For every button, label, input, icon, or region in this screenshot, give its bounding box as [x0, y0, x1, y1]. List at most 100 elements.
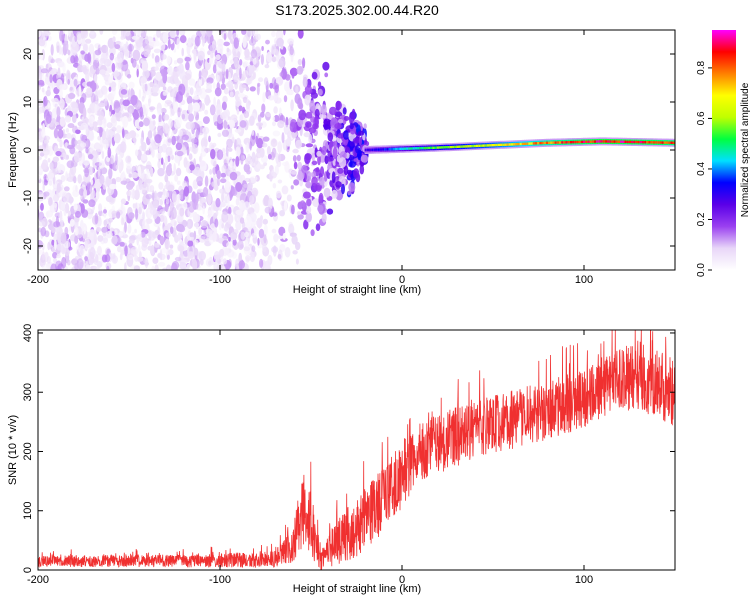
- carrier-core: [587, 140, 590, 143]
- noise-blob: [63, 186, 70, 192]
- transition-blob: [297, 214, 304, 220]
- noise-blob: [103, 209, 107, 214]
- noise-blob: [159, 209, 166, 215]
- carrier-core: [585, 140, 588, 143]
- noise-blob: [186, 263, 191, 269]
- noise-blob: [235, 197, 240, 206]
- carrier-core: [574, 140, 577, 144]
- carrier-core: [554, 141, 558, 144]
- transition-blob: [342, 107, 347, 115]
- noise-blob: [109, 52, 115, 61]
- noise-blob: [169, 244, 174, 249]
- noise-blob: [181, 47, 184, 57]
- carrier-core: [655, 141, 658, 144]
- noise-blob: [38, 220, 46, 227]
- noise-blob: [271, 246, 279, 253]
- noise-blob: [227, 213, 234, 225]
- noise-blob: [74, 140, 78, 146]
- carrier-core: [617, 140, 621, 143]
- carrier-core: [613, 140, 617, 143]
- transition-blob: [323, 124, 331, 130]
- noise-blob: [176, 150, 184, 157]
- snr-series-line: [38, 330, 675, 570]
- noise-blob: [66, 132, 72, 139]
- noise-blob: [45, 210, 54, 218]
- noise-blob: [148, 201, 151, 210]
- noise-blob: [87, 166, 94, 176]
- noise-blob: [192, 239, 199, 245]
- transition-blob: [305, 181, 312, 189]
- noise-blob: [280, 42, 284, 50]
- noise-blob: [179, 35, 187, 44]
- noise-blob: [179, 69, 186, 80]
- transition-blob: [290, 170, 298, 175]
- noise-blob: [251, 250, 255, 261]
- carrier-core: [666, 141, 669, 144]
- noise-blob: [59, 116, 66, 127]
- carrier-core: [467, 145, 470, 148]
- transition-blob: [337, 133, 345, 139]
- noise-blob: [242, 61, 249, 68]
- noise-blob: [124, 221, 127, 233]
- noise-blob: [41, 264, 49, 270]
- noise-blob: [239, 59, 243, 66]
- noise-blob: [236, 108, 240, 115]
- noise-blob: [169, 201, 174, 212]
- noise-blob: [161, 194, 165, 202]
- noise-blob: [154, 55, 160, 64]
- transition-blob: [292, 148, 299, 154]
- snr-y-label: SNR (10 * v/v): [7, 415, 19, 485]
- transition-blob: [332, 147, 338, 160]
- noise-blob: [174, 174, 179, 182]
- transition-blob: [291, 204, 295, 215]
- spectrogram-y-tick-label: 10: [22, 96, 34, 108]
- noise-blob: [272, 212, 278, 217]
- transition-blob: [352, 137, 361, 144]
- noise-blob: [195, 114, 199, 121]
- noise-blob: [127, 43, 134, 52]
- noise-blob: [154, 242, 160, 248]
- noise-blob: [222, 95, 228, 104]
- noise-blob: [145, 218, 153, 225]
- carrier-core: [441, 146, 444, 149]
- noise-blob: [78, 84, 82, 97]
- noise-blob: [80, 133, 85, 142]
- transition-blob: [297, 30, 304, 39]
- noise-blob: [273, 233, 279, 243]
- noise-blob: [122, 128, 125, 139]
- noise-blob: [149, 142, 156, 151]
- carrier-core: [517, 142, 521, 146]
- noise-blob: [238, 260, 245, 269]
- noise-blob: [89, 257, 96, 264]
- noise-blob: [45, 76, 49, 85]
- noise-blob: [256, 217, 263, 229]
- transition-blob: [321, 104, 327, 116]
- noise-blob: [66, 154, 69, 160]
- noise-blob: [284, 161, 290, 173]
- noise-blob: [221, 223, 224, 229]
- carrier-core: [589, 140, 593, 143]
- noise-blob: [185, 162, 191, 174]
- noise-blob: [148, 98, 151, 107]
- noise-blob: [152, 200, 160, 209]
- noise-blob: [69, 168, 74, 180]
- noise-blob: [122, 171, 125, 177]
- transition-blob: [305, 211, 312, 223]
- noise-blob: [181, 113, 186, 120]
- noise-blob: [86, 180, 91, 189]
- transition-blob: [300, 200, 306, 208]
- noise-blob: [207, 50, 211, 56]
- noise-blob: [191, 143, 199, 155]
- noise-blob: [187, 102, 193, 114]
- noise-blob: [192, 95, 200, 100]
- noise-blob: [195, 87, 203, 96]
- noise-blob: [157, 159, 161, 169]
- noise-blob: [289, 46, 294, 56]
- noise-blob: [266, 51, 273, 63]
- carrier-core: [497, 143, 501, 147]
- carrier-core: [375, 148, 379, 151]
- carrier-core: [545, 141, 549, 144]
- transition-blob: [297, 161, 303, 170]
- noise-blob: [273, 92, 278, 102]
- noise-blob: [175, 194, 180, 206]
